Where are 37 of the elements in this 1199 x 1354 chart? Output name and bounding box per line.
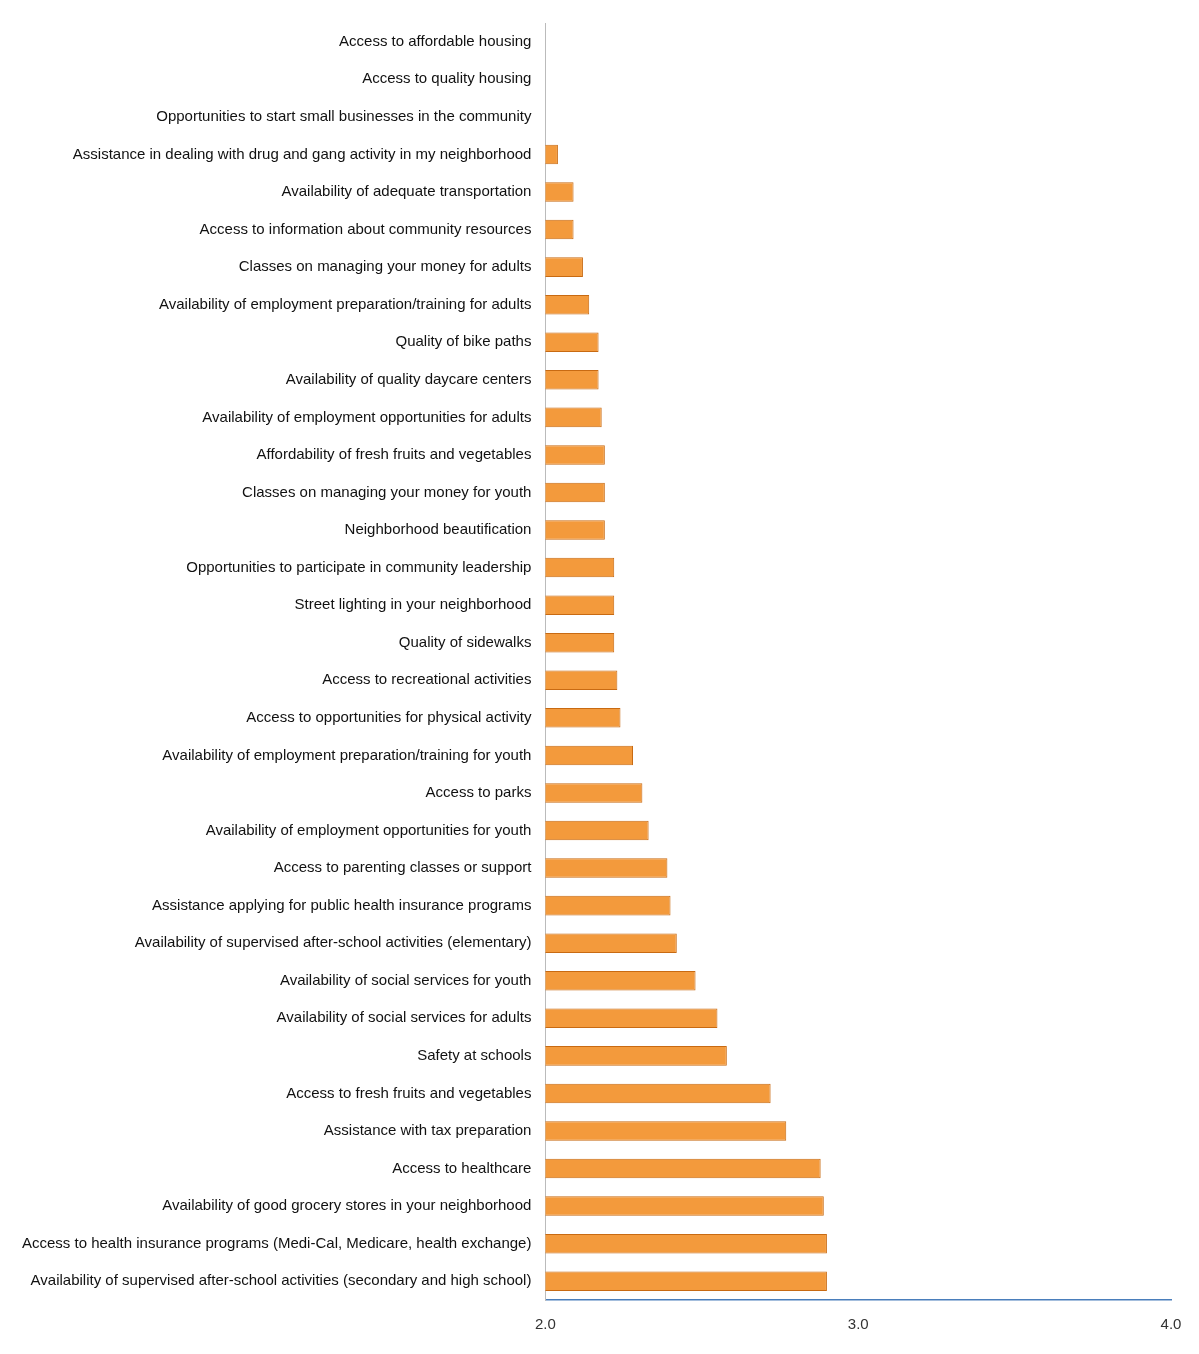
y-tick-label: Availability of social services for adults (276, 1008, 532, 1026)
y-tick-label: Neighborhood beautification (344, 520, 532, 538)
y-tick-label: Affordability of fresh fruits and vegetables (256, 445, 532, 463)
y-tick-label: Safety at schools (417, 1046, 532, 1064)
y-tick-label: Opportunities to participate in community leadership (186, 557, 532, 575)
y-tick-label: Access to fresh fruits and vegetables (286, 1083, 532, 1101)
y-tick-label: Availability of adequate transportation (281, 182, 532, 200)
y-tick-label: Access to parenting classes or support (273, 858, 533, 876)
y-tick-label: Availability of employment opportunities for adults (202, 407, 532, 425)
y-tick-label: Availability of supervised after-school activities (secondary and high school) (30, 1271, 532, 1289)
y-tick-label: Classes on managing your money for adults (238, 257, 532, 275)
y-tick-label: Access to health insurance programs (Medi-Cal, Medicare, health exchange) (21, 1233, 532, 1251)
y-tick-label: Quality of sidewalks (398, 632, 532, 650)
y-tick-label: Access to quality housing (362, 69, 532, 87)
y-tick-label: Assistance in dealing with drug and gang activity in my neighborhood (72, 144, 532, 162)
y-tick-label: Availability of good grocery stores in your neighborhood (162, 1196, 532, 1214)
y-tick-label: Assistance applying for public health insurance programs (152, 895, 532, 913)
y-tick-label: Availability of social services for youth (279, 970, 532, 988)
y-tick-label: Opportunities to start small businesses in the community (156, 107, 532, 125)
y-tick-label: Availability of employment opportunities for youth (205, 820, 532, 838)
y-tick-label: Access to parks (425, 783, 532, 801)
x-tick-label: 3.0 (847, 1315, 869, 1333)
y-tick-label: Availability of employment preparation/training for youth (162, 745, 532, 763)
x-tick-label: 4.0 (1160, 1315, 1182, 1333)
y-tick-label: Quality of bike paths (395, 332, 532, 350)
y-tick-label: Availability of supervised after-school activities (elementary) (134, 933, 532, 951)
y-tick-label: Street lighting in your neighborhood (294, 595, 532, 613)
y-tick-label: Access to opportunities for physical activity (246, 707, 532, 725)
y-tick-label: Classes on managing your money for youth (242, 482, 532, 500)
y-tick-label: Access to affordable housing (339, 31, 532, 49)
y-tick-label: Availability of quality daycare centers (285, 369, 532, 387)
y-tick-label: Assistance with tax preparation (323, 1121, 532, 1139)
x-tick-label: 2.0 (534, 1315, 556, 1333)
y-tick-label: Access to healthcare (392, 1158, 532, 1176)
y-tick-label: Access to information about community resources (199, 219, 532, 237)
y-tick-label: Access to recreational activities (322, 670, 532, 688)
y-tick-label: Availability of employment preparation/training for adults (158, 294, 532, 312)
